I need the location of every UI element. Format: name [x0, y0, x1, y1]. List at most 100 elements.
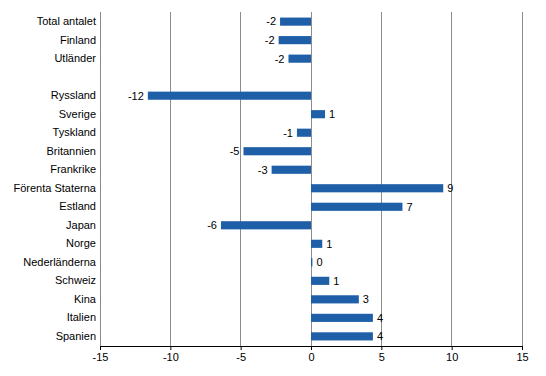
tick: Förenta Staterna [13, 182, 96, 194]
data-label: 1 [333, 275, 339, 287]
category-label: Italien [67, 311, 96, 323]
grid-line [451, 12, 452, 346]
chart: -15-10-5051015Total antaletFinlandUtländ… [0, 0, 546, 376]
tick-mark [381, 346, 382, 350]
tick: 0 [308, 346, 314, 363]
bar [311, 240, 322, 248]
data-label: 0 [316, 256, 322, 268]
bar [311, 203, 402, 211]
y-axis: Total antalet Finland Utländer Ryssland Sver… [13, 15, 96, 342]
tick: Estland [59, 200, 96, 212]
x-axis: -15 -10 -5 0 5 10 15 [93, 346, 529, 363]
tick: Britannien [46, 145, 96, 157]
tick: 15 [516, 346, 528, 363]
bar [279, 36, 311, 44]
data-label: -2 [275, 53, 285, 65]
bar [311, 184, 443, 192]
category-label: Total antalet [37, 15, 96, 27]
data-label: 3 [363, 293, 369, 305]
category-label: Kina [74, 293, 97, 305]
bar [221, 221, 311, 229]
tick-label: -15 [93, 351, 109, 363]
bar [311, 110, 325, 118]
bar [311, 314, 373, 322]
tick-mark [522, 346, 523, 350]
data-label: -3 [258, 164, 268, 176]
tick: Norge [66, 237, 96, 249]
tick: Sverige [59, 108, 96, 120]
category-label: Tyskland [53, 126, 96, 138]
bar [280, 18, 311, 26]
category-label: Spanien [56, 330, 96, 342]
tick-mark [170, 346, 171, 350]
category-label: Schweiz [55, 274, 96, 286]
category-label: Britannien [46, 145, 96, 157]
tick-label: 15 [516, 351, 528, 363]
bar [148, 92, 311, 100]
grid-line [240, 12, 241, 346]
grid-line [522, 12, 523, 346]
data-label: -12 [128, 90, 144, 102]
category-label: Sverige [59, 108, 96, 120]
category-label: Utländer [54, 52, 96, 64]
tick: Ryssland [51, 89, 96, 101]
data-label: 1 [326, 238, 332, 250]
tick: -10 [163, 346, 179, 363]
tick-mark [241, 346, 242, 350]
tick: 10 [446, 346, 458, 363]
bar [311, 332, 373, 340]
grid-line [170, 12, 171, 346]
data-label: 1 [329, 108, 335, 120]
data-label: -2 [265, 34, 275, 46]
bar [243, 147, 311, 155]
grid-line [100, 12, 101, 346]
category-label: Japan [66, 219, 96, 231]
data-label: -2 [266, 15, 276, 27]
plot: -15-10-5051015Total antaletFinlandUtländ… [13, 12, 528, 363]
bar [311, 277, 329, 285]
tick: Finland [60, 34, 96, 46]
tick-mark [452, 346, 453, 350]
data-label: -5 [230, 145, 240, 157]
tick: Schweiz [55, 274, 96, 286]
tick-label: 0 [308, 351, 314, 363]
category-label: Nederländerna [23, 256, 97, 268]
tick: Kina [74, 293, 97, 305]
data-label: 4 [377, 312, 383, 324]
bar [311, 258, 312, 266]
tick: Nederländerna [23, 256, 97, 268]
category-label: Ryssland [51, 89, 96, 101]
tick: -15 [93, 346, 109, 363]
tick: Tyskland [53, 126, 96, 138]
bar [288, 55, 311, 63]
tick: Spanien [56, 330, 96, 342]
tick: 5 [379, 346, 385, 363]
tick: Frankrike [50, 163, 96, 175]
grid-line [381, 12, 382, 346]
tick: Utländer [54, 52, 96, 64]
tick-label: 5 [379, 351, 385, 363]
grid [100, 12, 522, 346]
bars [148, 18, 443, 341]
category-label: Norge [66, 237, 96, 249]
tick: -5 [236, 346, 246, 363]
tick-label: -5 [236, 351, 246, 363]
data-label: -6 [207, 219, 217, 231]
tick-mark [100, 346, 101, 350]
data-label: 4 [377, 330, 383, 342]
tick-label: 10 [446, 351, 458, 363]
bar [297, 129, 311, 137]
tick: Italien [67, 311, 96, 323]
tick-label: -10 [163, 351, 179, 363]
category-label: Estland [59, 200, 96, 212]
category-label: Finland [60, 34, 96, 46]
category-label: Förenta Staterna [13, 182, 96, 194]
tick: Total antalet [37, 15, 96, 27]
data-labels: -2-2-2-121-1-5-397-6101344 [128, 15, 453, 342]
category-label: Frankrike [50, 163, 96, 175]
data-label: -1 [283, 127, 293, 139]
data-label: 7 [406, 201, 412, 213]
bar [311, 295, 359, 303]
bar [272, 166, 311, 174]
tick-mark [311, 346, 312, 350]
